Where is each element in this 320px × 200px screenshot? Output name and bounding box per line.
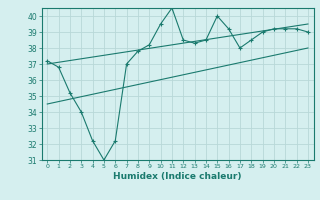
X-axis label: Humidex (Indice chaleur): Humidex (Indice chaleur) [113,172,242,181]
